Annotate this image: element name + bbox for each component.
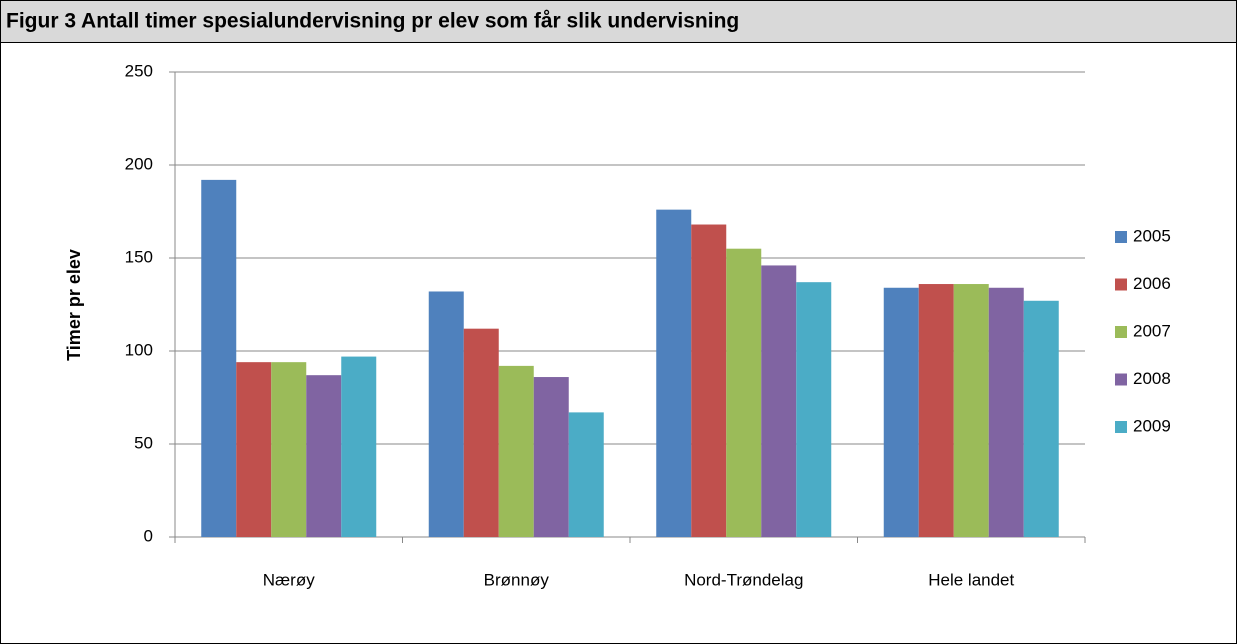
bar [918, 284, 954, 537]
bar [306, 375, 342, 537]
y-tick-label: 100 [125, 340, 153, 359]
bar [201, 179, 237, 537]
legend-swatch [1115, 278, 1127, 291]
bar [796, 282, 832, 537]
y-tick-label: 150 [125, 247, 153, 266]
bar [533, 377, 569, 537]
y-tick-label: 50 [134, 433, 153, 452]
bar [428, 291, 464, 537]
legend-label: 2008 [1133, 369, 1171, 388]
bar [761, 265, 797, 537]
y-tick-label: 250 [125, 61, 153, 80]
legend-swatch [1115, 231, 1127, 243]
legend-swatch [1115, 326, 1127, 338]
y-axis-title: Timer pr elev [64, 249, 84, 361]
y-tick-label: 200 [125, 154, 153, 173]
bar [726, 248, 762, 537]
legend-swatch [1115, 421, 1127, 433]
bar [236, 362, 272, 537]
x-tick-label: Hele landet [928, 570, 1014, 589]
bar [691, 224, 727, 537]
y-tick-label: 0 [144, 526, 153, 545]
legend-label: 2009 [1133, 416, 1171, 435]
bar [568, 412, 604, 537]
bar [1023, 300, 1059, 537]
bar [883, 287, 919, 537]
title-band [0, 0, 1237, 43]
legend-label: 2006 [1133, 274, 1171, 293]
bar [463, 328, 499, 537]
x-tick-label: Nærøy [263, 570, 315, 589]
bar [656, 209, 692, 537]
bar [498, 365, 534, 537]
bar [271, 362, 307, 537]
x-tick-label: Brønnøy [484, 570, 550, 589]
legend-label: 2007 [1133, 321, 1171, 340]
chart-title: Figur 3 Antall timer spesialundervisning… [6, 10, 739, 33]
bar [953, 284, 989, 537]
x-tick-label: Nord-Trøndelag [684, 570, 803, 589]
bar [988, 287, 1024, 537]
legend-swatch [1115, 373, 1127, 386]
bar [341, 356, 377, 537]
legend-label: 2005 [1133, 226, 1171, 245]
